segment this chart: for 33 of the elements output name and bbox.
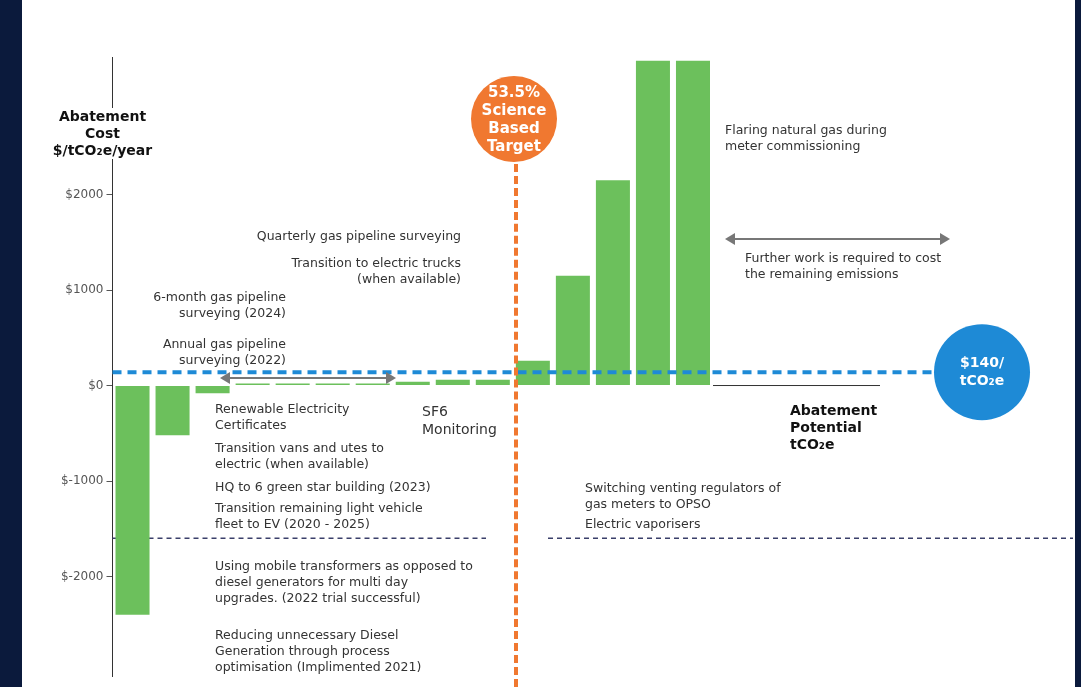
annotation: Using mobile transformers as opposed to diesel generators for multi day upgrades. (2022 trial successful) — [215, 558, 473, 606]
y-axis-title: Abatement Cost $/tCO₂e/year — [40, 108, 165, 159]
bar — [115, 386, 150, 615]
bar — [195, 386, 230, 394]
bar — [435, 379, 470, 386]
ref-line-label: $140/ tCO₂e — [959, 353, 1005, 388]
bar — [475, 379, 510, 386]
bar — [555, 275, 590, 386]
text: Flaring natural gas during meter commissioning — [725, 122, 888, 154]
annotation: 53.5% Science Based Target — [471, 76, 557, 162]
text: Further work is required to cost the remaining emissions — [745, 250, 943, 282]
annotation: 6-month gas pipeline surveying (2024) — [152, 289, 286, 321]
y-tick-label: $-2000 — [60, 568, 104, 583]
annotation: Quarterly gas pipeline surveying — [255, 228, 461, 244]
annotation: Transition remaining light vehicle fleet to EV (2020 - 2025) — [215, 500, 424, 532]
bar — [595, 180, 630, 386]
bar — [635, 60, 670, 386]
annotation: HQ to 6 green star building (2023) — [215, 479, 432, 495]
y-tick-label: $2000 — [65, 186, 104, 201]
y-tick-label: $-1000 — [60, 473, 104, 488]
y-tick-label: $0 — [88, 377, 104, 392]
annotation: Electric vaporisers — [585, 516, 702, 532]
bar — [155, 386, 190, 436]
annotation: Switching venting regulators of gas meters to OPSO — [585, 480, 782, 512]
y-tick-label: $1000 — [65, 282, 104, 297]
x-axis-title: Abatement Potential tCO₂e — [790, 402, 890, 453]
annotation: SF6 Monitoring — [422, 402, 498, 438]
annotation: Annual gas pipeline surveying (2022) — [161, 336, 286, 368]
annotation: Renewable Electricity Certificates — [215, 401, 351, 433]
bar — [675, 60, 710, 386]
annotation: Reducing unnecessary Diesel Generation through process optimisation (Implimented 2021) — [215, 627, 423, 675]
annotation: Transition vans and utes to electric (when available) — [215, 440, 385, 472]
annotation: Transition to electric trucks (when available) — [291, 255, 461, 287]
